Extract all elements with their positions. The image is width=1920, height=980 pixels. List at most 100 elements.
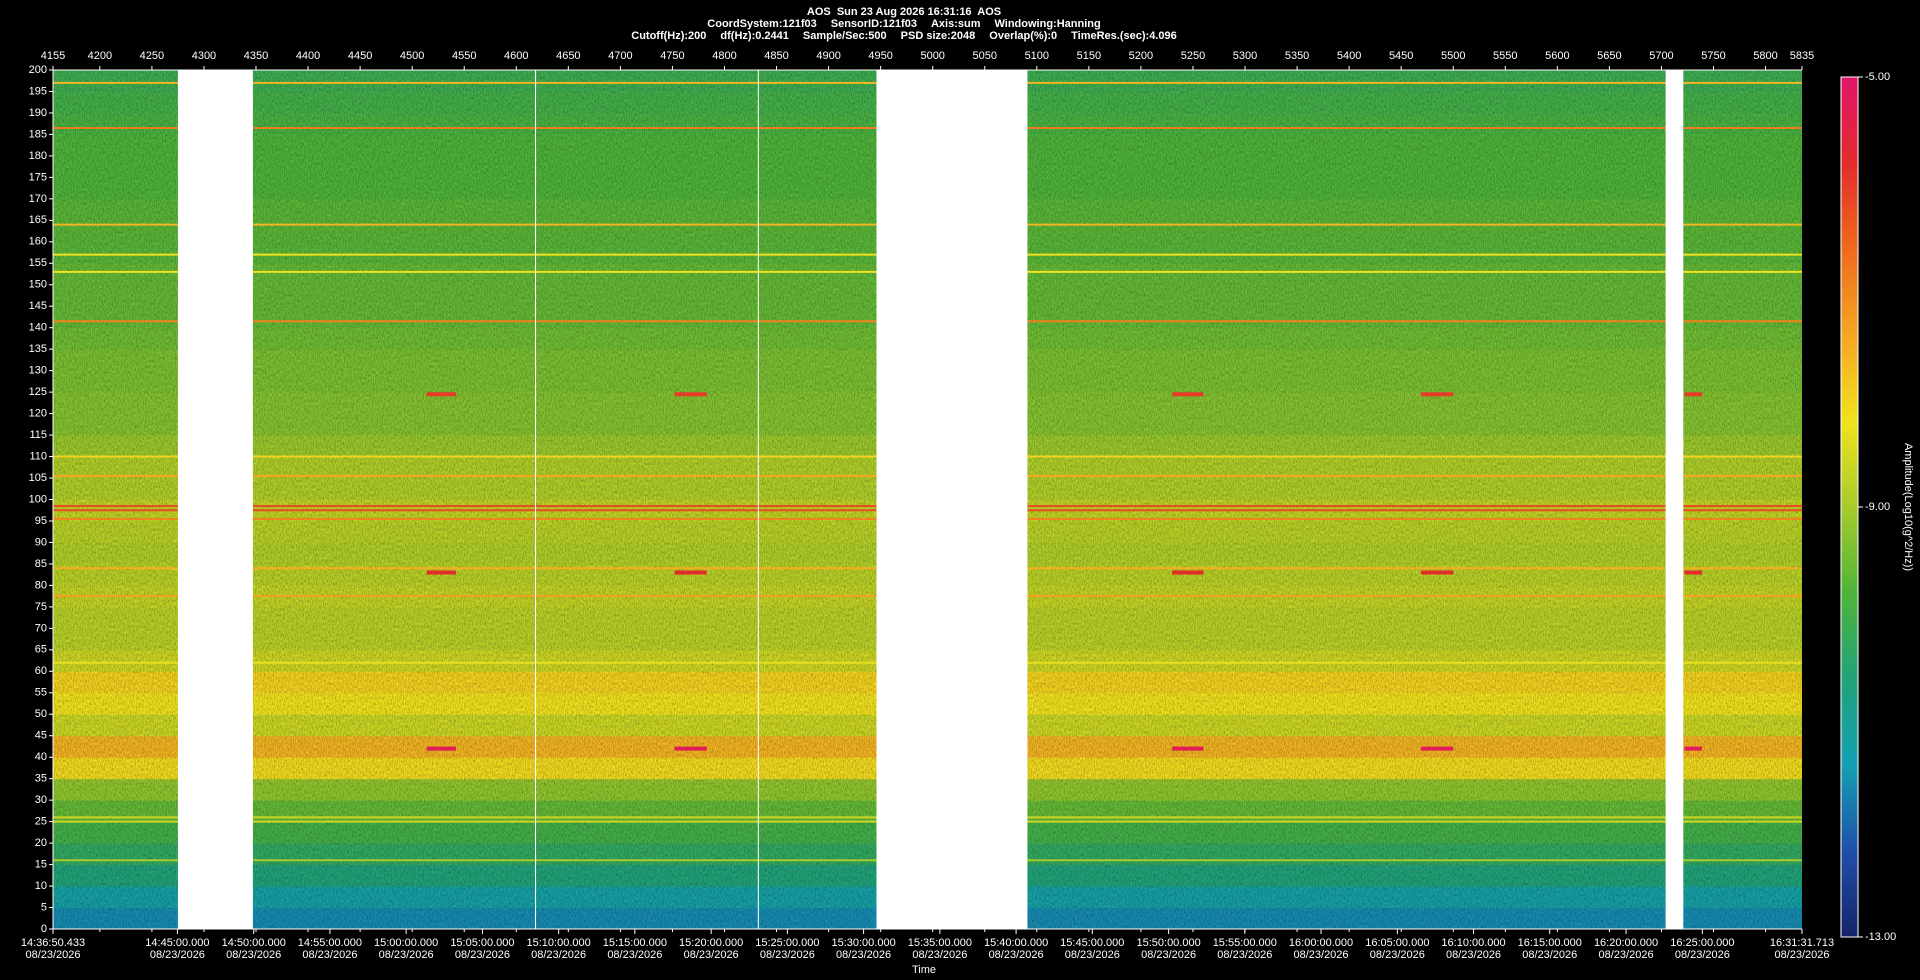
- y-tick-label: 5: [41, 901, 47, 913]
- time-tick-date: 08/23/2026: [455, 949, 510, 961]
- y-tick-label: 85: [35, 558, 47, 570]
- y-tick-label: 100: [29, 493, 47, 505]
- x-top-tick-label: 5350: [1285, 50, 1309, 62]
- y-tick-label: 150: [29, 279, 47, 291]
- y-tick-label: 45: [35, 730, 47, 742]
- header-field: CoordSystem:121f03: [707, 18, 816, 30]
- time-tick-date: 08/23/2026: [1141, 949, 1196, 961]
- time-tick-label: 14:50:00.000: [222, 937, 286, 949]
- y-tick-label: 200: [29, 64, 47, 76]
- colorbar-tick-label: -9.00: [1865, 501, 1890, 513]
- y-tick-label: 10: [35, 880, 47, 892]
- y-tick-label: 75: [35, 601, 47, 613]
- x-top-tick-label: 4550: [452, 50, 476, 62]
- x-top-tick-label: 4950: [868, 50, 892, 62]
- y-tick-label: 135: [29, 343, 47, 355]
- event-mark: [674, 746, 707, 751]
- time-tick-label: 15:35:00.000: [908, 937, 972, 949]
- time-tick-date: 08/23/2026: [531, 949, 586, 961]
- x-top-tick-label: 4350: [244, 50, 268, 62]
- x-top-tick-label: 5100: [1025, 50, 1049, 62]
- time-tick-date: 08/23/2026: [912, 949, 967, 961]
- x-top-tick-label: 4800: [712, 50, 736, 62]
- time-tick-label: 15:45:00.000: [1060, 937, 1124, 949]
- time-tick-label: 15:25:00.000: [755, 937, 819, 949]
- time-tick-label: 15:10:00.000: [527, 937, 591, 949]
- time-tick-label: 16:00:00.000: [1289, 937, 1353, 949]
- time-tick-date: 08/23/2026: [836, 949, 891, 961]
- y-tick-label: 115: [29, 429, 47, 441]
- event-mark: [674, 392, 707, 397]
- time-tick-date: 08/23/2026: [1446, 949, 1501, 961]
- y-tick-label: 130: [29, 365, 47, 377]
- y-tick-label: 125: [29, 386, 47, 398]
- time-tick-date: 08/23/2026: [684, 949, 739, 961]
- y-tick-label: 105: [29, 472, 47, 484]
- x-axis-label: Time: [912, 964, 936, 976]
- y-tick-label: 190: [29, 107, 47, 119]
- time-tick-date: 08/23/2026: [1522, 949, 1577, 961]
- time-tick-date: 08/23/2026: [1675, 949, 1730, 961]
- event-mark: [1420, 392, 1454, 397]
- x-top-tick-label: 4450: [348, 50, 372, 62]
- y-tick-label: 20: [35, 837, 47, 849]
- colorbar: [1840, 76, 1859, 938]
- time-tick-label: 15:05:00.000: [450, 937, 514, 949]
- time-tick-date: 08/23/2026: [25, 949, 80, 961]
- header-field: SensorID:121f03: [831, 18, 917, 30]
- event-mark: [426, 746, 456, 751]
- event-mark: [1172, 570, 1204, 575]
- y-tick-label: 145: [29, 300, 47, 312]
- y-tick-label: 195: [29, 85, 47, 97]
- time-tick-label: 16:15:00.000: [1518, 937, 1582, 949]
- y-tick-label: 120: [29, 408, 47, 420]
- y-tick-label: 110: [29, 450, 47, 462]
- header-field: Windowing:Hanning: [994, 18, 1100, 30]
- y-tick-label: 165: [29, 214, 47, 226]
- event-mark: [1420, 746, 1454, 751]
- time-tick-date: 08/23/2026: [1599, 949, 1654, 961]
- y-tick-label: 60: [35, 665, 47, 677]
- time-tick-date: 08/23/2026: [379, 949, 434, 961]
- time-tick-label: 16:31:31.713: [1770, 937, 1834, 949]
- time-tick-date: 08/23/2026: [989, 949, 1044, 961]
- x-top-tick-label: 5500: [1441, 50, 1465, 62]
- x-top-tick-label: 5835: [1790, 50, 1814, 62]
- y-tick-label: 25: [35, 816, 47, 828]
- colorbar-tick-label: -13.00: [1865, 931, 1896, 943]
- time-tick-label: 16:10:00.000: [1441, 937, 1505, 949]
- x-top-tick-label: 4850: [764, 50, 788, 62]
- time-tick-date: 08/23/2026: [1293, 949, 1348, 961]
- x-top-tick-label: 4650: [556, 50, 580, 62]
- x-top-tick-label: 5700: [1649, 50, 1673, 62]
- time-tick-label: 15:15:00.000: [603, 937, 667, 949]
- x-top-tick-label: 4600: [504, 50, 528, 62]
- x-top-tick-label: 5550: [1493, 50, 1517, 62]
- x-top-tick-label: 4750: [660, 50, 684, 62]
- event-mark: [1420, 570, 1454, 575]
- time-tick-label: 14:36:50.433: [21, 937, 85, 949]
- y-tick-label: 90: [35, 536, 47, 548]
- x-top-tick-label: 5250: [1181, 50, 1205, 62]
- y-tick-label: 35: [35, 773, 47, 785]
- event-mark: [1684, 746, 1703, 751]
- x-top-tick-label: 4900: [816, 50, 840, 62]
- header-field: PSD size:2048: [901, 30, 976, 42]
- x-top-tick-label: 4250: [140, 50, 164, 62]
- x-top-tick-label: 5750: [1701, 50, 1725, 62]
- time-tick-label: 14:45:00.000: [145, 937, 209, 949]
- time-tick-label: 15:30:00.000: [831, 937, 895, 949]
- time-tick-label: 16:05:00.000: [1365, 937, 1429, 949]
- data-gap: [876, 70, 1028, 929]
- x-top-tick-label: 5400: [1337, 50, 1361, 62]
- colorbar-tick-label: -5.00: [1865, 71, 1890, 83]
- header-field: df(Hz):0.2441: [720, 30, 788, 42]
- y-tick-label: 170: [29, 193, 47, 205]
- header-field: TimeRes.(sec):4.096: [1071, 30, 1177, 42]
- y-tick-label: 80: [35, 579, 47, 591]
- header-field: Sample/Sec:500: [803, 30, 887, 42]
- x-top-tick-label: 5450: [1389, 50, 1413, 62]
- header-field: Axis:sum: [931, 18, 981, 30]
- time-tick-label: 15:50:00.000: [1136, 937, 1200, 949]
